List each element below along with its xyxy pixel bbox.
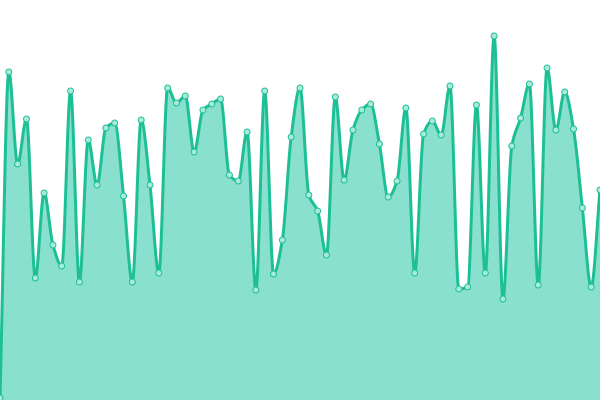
data-point (120, 192, 128, 200)
data-point (172, 99, 180, 107)
data-point (587, 283, 595, 291)
data-point (561, 88, 569, 96)
data-point (22, 115, 30, 123)
data-point (75, 278, 83, 286)
data-point (402, 104, 410, 112)
data-point (349, 126, 357, 134)
data-point (146, 181, 154, 189)
data-point (534, 281, 542, 289)
data-point (305, 191, 313, 199)
data-point (481, 269, 489, 277)
data-point (40, 189, 48, 197)
data-point (190, 148, 198, 156)
data-point (446, 82, 454, 90)
data-point (225, 171, 233, 179)
data-point (411, 269, 419, 277)
data-point (331, 93, 339, 101)
data-point (164, 84, 172, 92)
data-point (58, 262, 66, 270)
data-point (31, 274, 39, 282)
data-point (358, 106, 366, 114)
data-point (102, 124, 110, 132)
area-fill (0, 36, 600, 400)
data-point (199, 106, 207, 114)
data-point (464, 283, 472, 291)
data-point (578, 204, 586, 212)
data-point (472, 101, 480, 109)
data-point (508, 142, 516, 150)
data-point (261, 87, 269, 95)
data-point (499, 295, 507, 303)
data-point (111, 119, 119, 127)
data-point (208, 100, 216, 108)
data-point (552, 126, 560, 134)
data-point (570, 125, 578, 133)
data-point (49, 241, 57, 249)
data-point (437, 131, 445, 139)
data-markers (0, 32, 600, 400)
data-point (0, 394, 4, 400)
data-point (155, 269, 163, 277)
data-point (596, 186, 600, 194)
data-point (517, 114, 525, 122)
data-point (93, 181, 101, 189)
data-point (490, 32, 498, 40)
data-point (287, 133, 295, 141)
data-point (278, 236, 286, 244)
data-point (525, 80, 533, 88)
data-point (137, 116, 145, 124)
data-point (234, 177, 242, 185)
data-point (5, 68, 13, 76)
data-point (393, 177, 401, 185)
data-point (455, 285, 463, 293)
data-point (128, 278, 136, 286)
data-point (314, 207, 322, 215)
data-point (420, 130, 428, 138)
data-point (296, 84, 304, 92)
data-point (14, 160, 22, 168)
data-point (181, 92, 189, 100)
data-point (67, 87, 75, 95)
data-point (367, 100, 375, 108)
data-point (340, 176, 348, 184)
data-point (322, 251, 330, 259)
data-point (384, 193, 392, 201)
data-point (252, 286, 260, 294)
data-point (543, 64, 551, 72)
data-point (217, 95, 225, 103)
data-point (84, 136, 92, 144)
data-point (428, 117, 436, 125)
data-point (243, 128, 251, 136)
data-point (270, 270, 278, 278)
data-point (375, 140, 383, 148)
